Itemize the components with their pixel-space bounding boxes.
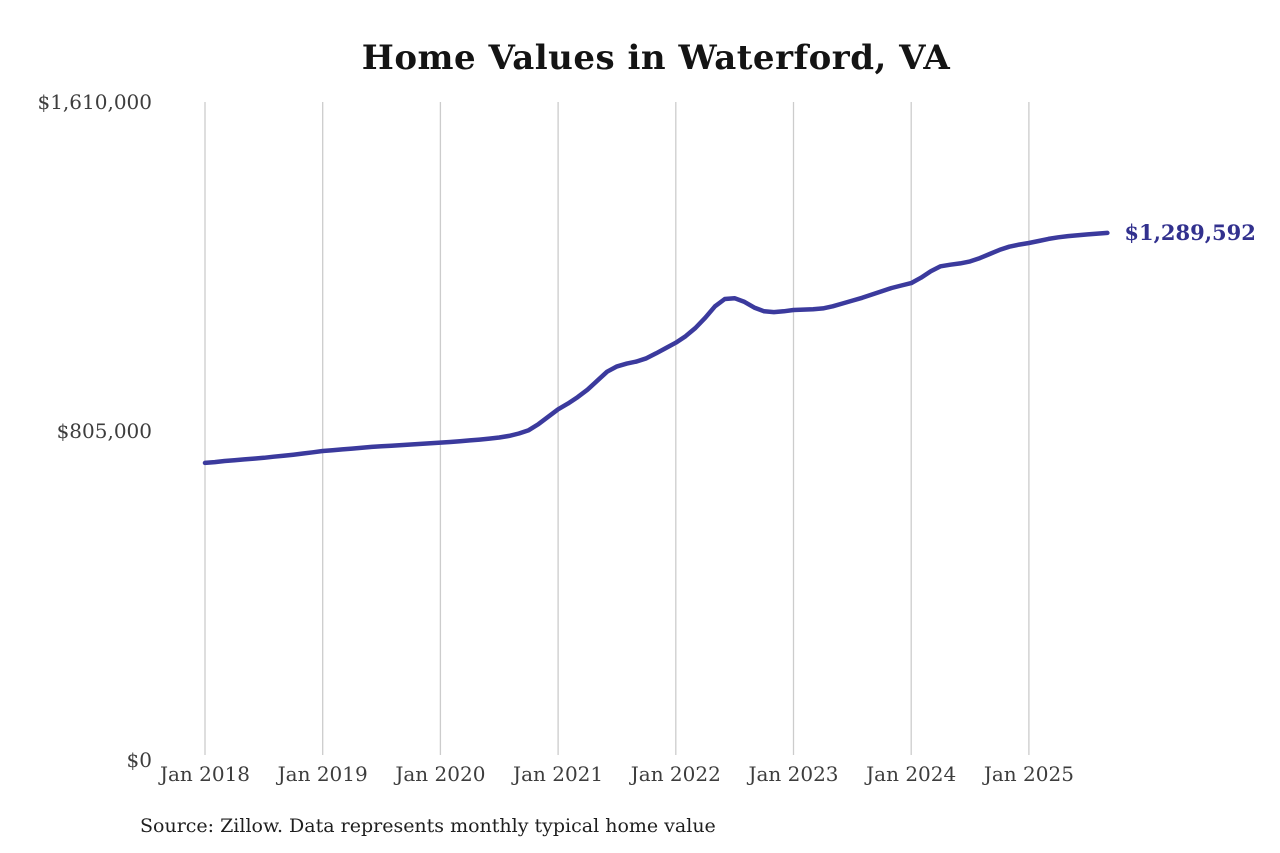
x-tick-label: Jan 2021 [513,762,604,786]
x-tick-label: Jan 2020 [395,762,486,786]
y-tick-label: $805,000 [56,419,152,443]
x-tick-label: Jan 2019 [277,762,368,786]
x-tick-label: Jan 2023 [748,762,839,786]
chart-title: Home Values in Waterford, VA [361,38,951,78]
y-tick-label: $1,610,000 [37,90,152,114]
x-tick-label: Jan 2022 [630,762,721,786]
x-tick-label: Jan 2018 [159,762,251,786]
home-values-line [202,230,1110,466]
source-note: Source: Zillow. Data represents monthly … [140,815,716,837]
y-tick-label: $0 [126,748,152,772]
latest-value-label: $1,289,592 [1124,219,1256,245]
x-tick-label: Jan 2024 [866,762,957,786]
x-tick-label: Jan 2025 [983,762,1074,786]
